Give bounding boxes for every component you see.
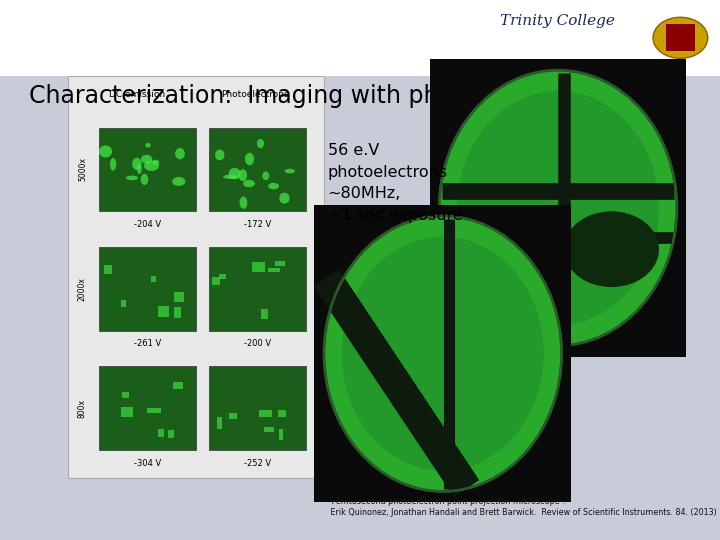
Ellipse shape (110, 158, 116, 171)
FancyBboxPatch shape (122, 300, 125, 307)
Ellipse shape (279, 193, 289, 204)
FancyBboxPatch shape (158, 429, 164, 437)
Ellipse shape (172, 177, 186, 186)
Bar (99, 127, 196, 211)
Ellipse shape (132, 158, 142, 170)
Bar (666, 24, 695, 51)
Ellipse shape (564, 211, 659, 287)
Text: -172 V: -172 V (244, 220, 271, 229)
Ellipse shape (137, 164, 142, 174)
FancyBboxPatch shape (174, 292, 184, 302)
FancyBboxPatch shape (275, 261, 284, 266)
Text: -252 V: -252 V (244, 459, 271, 468)
FancyBboxPatch shape (151, 275, 156, 281)
FancyBboxPatch shape (279, 429, 283, 440)
Circle shape (653, 17, 708, 58)
Text: -261 V: -261 V (134, 340, 161, 348)
FancyBboxPatch shape (252, 262, 265, 272)
FancyBboxPatch shape (174, 382, 183, 389)
Ellipse shape (215, 150, 225, 160)
Bar (0, 0, 720, 76)
Bar (430, 59, 686, 356)
Bar (209, 247, 306, 330)
Ellipse shape (141, 155, 152, 164)
Ellipse shape (285, 168, 295, 173)
Ellipse shape (243, 180, 255, 187)
Ellipse shape (223, 175, 238, 179)
Text: 56 e.V
photoelectrons
~80MHz,
~1 sec exposure: 56 e.V photoelectrons ~80MHz, ~1 sec exp… (328, 143, 462, 223)
Ellipse shape (262, 172, 269, 180)
Bar (99, 367, 196, 450)
Ellipse shape (240, 197, 248, 209)
Ellipse shape (238, 169, 247, 181)
Bar (315, 205, 571, 502)
Ellipse shape (229, 168, 240, 179)
Ellipse shape (144, 160, 159, 171)
FancyBboxPatch shape (147, 408, 161, 413)
FancyBboxPatch shape (278, 410, 286, 417)
FancyBboxPatch shape (212, 277, 220, 285)
Text: 800x: 800x (78, 399, 87, 417)
Bar (99, 247, 196, 330)
Bar (209, 127, 306, 211)
Text: -204 V: -204 V (134, 220, 161, 229)
Ellipse shape (140, 174, 148, 185)
FancyBboxPatch shape (220, 274, 225, 279)
Ellipse shape (439, 70, 677, 346)
Ellipse shape (245, 153, 254, 165)
Text: Trinity College: Trinity College (500, 14, 616, 28)
FancyBboxPatch shape (261, 309, 268, 319)
FancyBboxPatch shape (217, 417, 222, 429)
Text: -200 V: -200 V (244, 340, 271, 348)
Bar (209, 367, 306, 450)
Ellipse shape (175, 148, 185, 159)
Text: 2000x: 2000x (78, 277, 87, 301)
Ellipse shape (99, 145, 112, 158)
Ellipse shape (268, 183, 279, 190)
Text: -304 V: -304 V (134, 459, 161, 468)
Text: Photoelectrons: Photoelectrons (221, 90, 289, 99)
Bar (68, 76, 324, 478)
Text: Characterization:  Imaging with photoelectrons: Characterization: Imaging with photoelec… (29, 84, 585, 107)
Ellipse shape (126, 176, 138, 180)
FancyBboxPatch shape (104, 265, 112, 274)
Ellipse shape (145, 143, 150, 147)
FancyBboxPatch shape (264, 427, 274, 432)
FancyBboxPatch shape (268, 268, 279, 272)
Text: "Femtosecond photoelectron point projection microscope".
 Erik Quinonez, Jonatha: "Femtosecond photoelectron point project… (328, 497, 720, 517)
FancyBboxPatch shape (122, 407, 132, 417)
Ellipse shape (324, 216, 562, 491)
Ellipse shape (152, 160, 159, 165)
Text: DC emission: DC emission (109, 90, 166, 99)
FancyBboxPatch shape (259, 410, 272, 417)
FancyBboxPatch shape (122, 393, 129, 399)
FancyBboxPatch shape (158, 306, 169, 317)
Ellipse shape (457, 91, 659, 325)
Ellipse shape (342, 237, 544, 471)
Ellipse shape (257, 139, 264, 148)
FancyBboxPatch shape (174, 307, 181, 318)
Text: 5000x: 5000x (78, 158, 87, 181)
FancyBboxPatch shape (168, 430, 174, 437)
FancyBboxPatch shape (228, 413, 237, 419)
